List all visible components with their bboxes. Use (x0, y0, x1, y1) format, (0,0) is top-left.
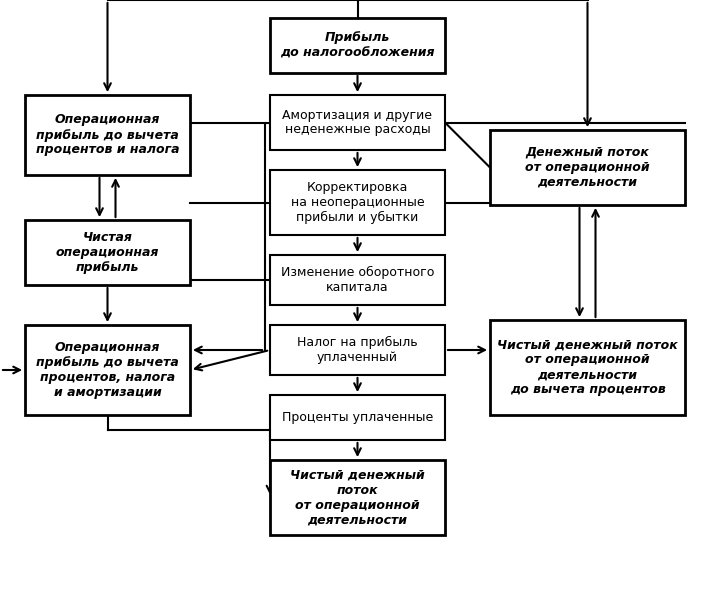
Bar (25, 95, 190, 175)
Text: Операционная
прибыль до вычета
процентов и налога: Операционная прибыль до вычета процентов… (36, 113, 180, 157)
Bar (270, 255, 445, 305)
Text: Прибыль
до налогообложения: Прибыль до налогообложения (280, 32, 435, 60)
Text: Проценты уплаченные: Проценты уплаченные (282, 411, 433, 424)
Bar (490, 130, 685, 205)
Text: Изменение оборотного
капитала: Изменение оборотного капитала (281, 266, 434, 294)
Bar (270, 18, 445, 73)
Text: Чистый денежный поток
от операционной
деятельности
до вычета процентов: Чистый денежный поток от операционной де… (497, 339, 678, 396)
Bar (270, 325, 445, 375)
Text: Налог на прибыль
уплаченный: Налог на прибыль уплаченный (297, 336, 417, 364)
Text: Амортизация и другие
неденежные расходы: Амортизация и другие неденежные расходы (282, 108, 432, 136)
Bar (25, 325, 190, 415)
Text: Чистая
операционная
прибыль: Чистая операционная прибыль (56, 231, 159, 274)
Bar (25, 220, 190, 285)
Text: Денежный поток
от операционной
деятельности: Денежный поток от операционной деятельно… (525, 146, 650, 189)
Text: Корректировка
на неоперационные
прибыли и убытки: Корректировка на неоперационные прибыли … (291, 181, 425, 224)
Bar (270, 460, 445, 535)
Bar (270, 95, 445, 150)
Bar (490, 320, 685, 415)
Text: Чистый денежный
поток
от операционной
деятельности: Чистый денежный поток от операционной де… (290, 468, 425, 527)
Bar (270, 395, 445, 440)
Text: Операционная
прибыль до вычета
процентов, налога
и амортизации: Операционная прибыль до вычета процентов… (36, 341, 179, 399)
Bar (270, 170, 445, 235)
